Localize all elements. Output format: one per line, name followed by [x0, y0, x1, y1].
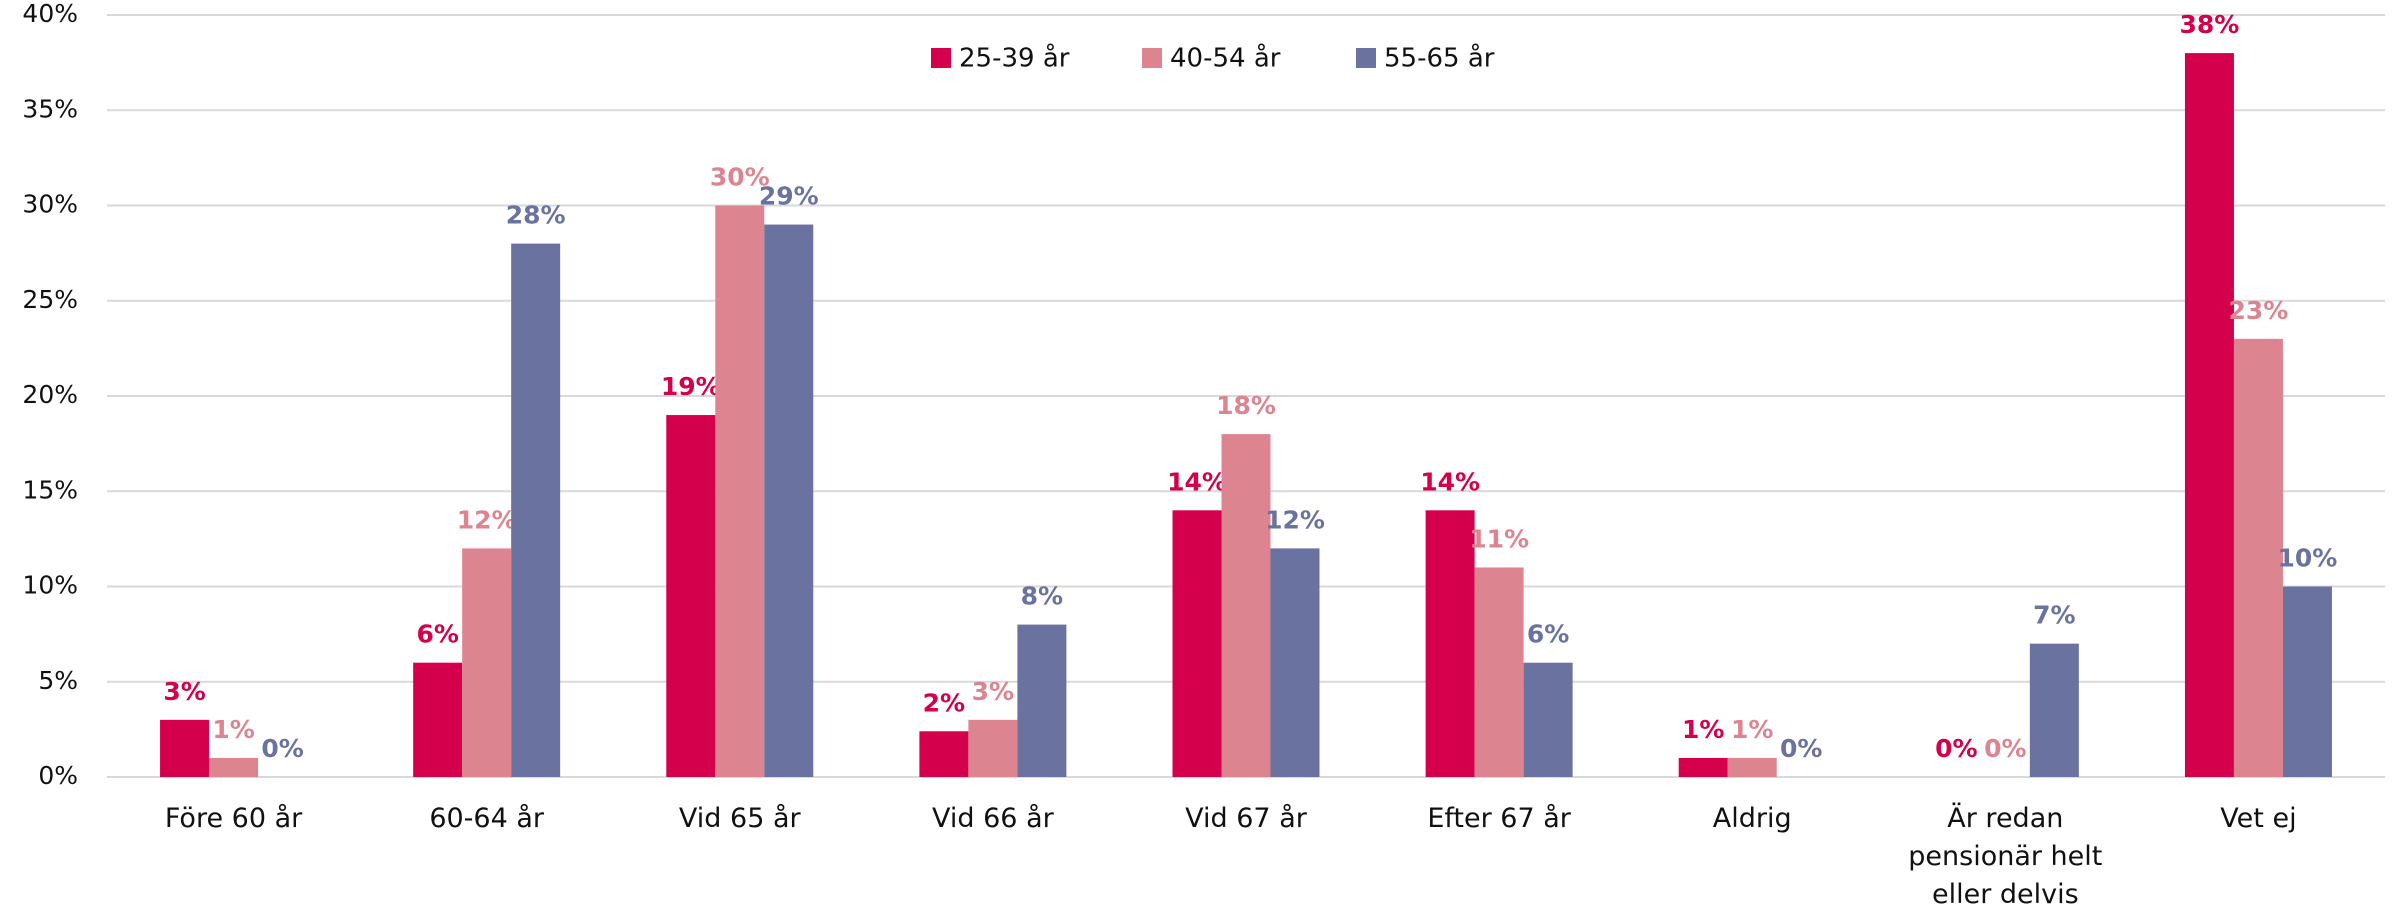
data-label: 7%	[2033, 601, 2075, 630]
x-tick-label: 60-64 år	[429, 803, 544, 834]
y-tick-label: 10%	[22, 571, 78, 600]
bar	[2282, 586, 2332, 777]
y-tick-label: 5%	[38, 666, 78, 695]
x-tick-label: Efter 67 år	[1427, 803, 1571, 834]
bar	[1678, 757, 1728, 777]
legend-swatch	[931, 48, 951, 68]
x-tick-label: Vid 66 år	[932, 803, 1054, 834]
data-label: 14%	[1420, 467, 1480, 496]
bar	[968, 719, 1018, 777]
data-label: 1%	[1682, 715, 1724, 744]
data-label: 8%	[1021, 582, 1063, 611]
data-label: 18%	[1216, 391, 1276, 420]
bar	[1727, 757, 1777, 777]
data-label: 29%	[759, 182, 819, 211]
bar	[1221, 434, 1271, 777]
data-label: 12%	[1265, 505, 1325, 534]
bar	[2029, 643, 2079, 777]
data-label: 19%	[661, 372, 721, 401]
bar	[413, 662, 463, 777]
data-label: 10%	[2278, 544, 2338, 573]
bar	[715, 205, 765, 777]
data-label: 0%	[1780, 734, 1822, 763]
data-label: 28%	[506, 201, 566, 230]
y-tick-label: 15%	[22, 475, 78, 504]
y-tick-label: 0%	[38, 761, 78, 790]
data-label: 2%	[923, 688, 965, 717]
legend-label: 25-39 år	[959, 43, 1070, 74]
y-tick-label: 25%	[22, 285, 78, 314]
y-tick-label: 40%	[22, 0, 78, 28]
data-label: 3%	[163, 677, 205, 706]
legend-label: 55-65 år	[1384, 43, 1495, 74]
bar	[666, 415, 716, 777]
legend-swatch	[1142, 48, 1162, 68]
data-label: 6%	[1527, 620, 1569, 649]
bar	[2233, 338, 2283, 777]
data-label: 0%	[1984, 734, 2026, 763]
data-label: 11%	[1469, 524, 1529, 553]
data-label: 0%	[261, 734, 303, 763]
bar	[160, 719, 210, 777]
bar	[919, 731, 969, 777]
bar	[1017, 624, 1067, 777]
bar	[1474, 567, 1524, 777]
bar	[1270, 548, 1320, 777]
data-label: 0%	[1935, 734, 1977, 763]
bar	[1425, 510, 1475, 777]
bar	[2184, 53, 2234, 778]
x-tick-label: Är redan pensionär helt eller delvis	[1908, 803, 2103, 910]
y-tick-label: 35%	[22, 94, 78, 123]
x-tick-label: Vid 65 år	[678, 803, 801, 834]
bar	[462, 548, 512, 777]
data-label: 12%	[457, 505, 517, 534]
bar	[511, 243, 561, 778]
data-label: 38%	[2180, 10, 2240, 39]
bar	[209, 757, 259, 777]
bar	[764, 224, 814, 778]
x-tick-label: Aldrig	[1712, 803, 1792, 834]
data-label: 23%	[2229, 296, 2289, 325]
y-tick-label: 30%	[22, 190, 78, 219]
bar	[1172, 510, 1222, 777]
legend-swatch	[1356, 48, 1376, 68]
bar	[1523, 662, 1573, 777]
data-label: 1%	[1731, 715, 1773, 744]
data-label: 14%	[1167, 467, 1227, 496]
x-tick-label: Före 60 år	[164, 803, 303, 834]
data-label: 1%	[212, 715, 254, 744]
y-tick-label: 20%	[22, 380, 78, 409]
x-tick-label: Vet ej	[2220, 803, 2297, 834]
legend-label: 40-54 år	[1170, 43, 1281, 74]
data-label: 6%	[416, 620, 458, 649]
data-label: 30%	[710, 163, 770, 192]
x-tick-label: Vid 67 år	[1185, 803, 1307, 834]
data-label: 3%	[972, 677, 1014, 706]
